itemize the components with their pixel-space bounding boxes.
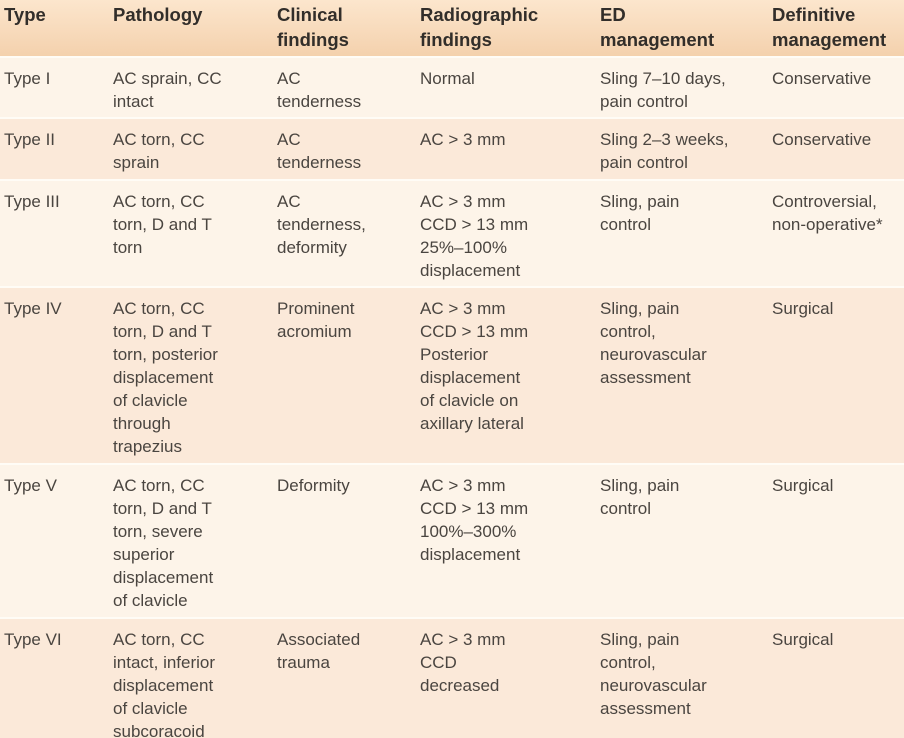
cell-ed-management: Sling 2–3 weeks, pain control xyxy=(596,117,768,180)
cell-definitive-management: Conservative xyxy=(768,56,904,118)
cell-definitive-management: Surgical xyxy=(768,286,904,464)
cell-definitive-management: Surgical xyxy=(768,463,904,618)
cell-radiographic-findings: AC > 3 mm CCD > 13 mm 100%–300% displace… xyxy=(416,463,596,618)
cell-radiographic-findings: AC > 3 mm CCD > 13 mm 25%–100% displacem… xyxy=(416,179,596,287)
column-header-definitive-management: Definitive management xyxy=(768,0,904,57)
cell-pathology: AC torn, CC torn, D and T torn xyxy=(109,179,273,287)
column-header-clinical-findings: Clinical findings xyxy=(273,0,416,57)
cell-type: Type VI xyxy=(0,617,109,738)
cell-radiographic-findings: AC > 3 mm CCD decreased xyxy=(416,617,596,738)
column-header-radiographic-findings: Radiographic findings xyxy=(416,0,596,57)
cell-ed-management: Sling, pain control, neurovascular asses… xyxy=(596,617,768,738)
cell-ed-management: Sling 7–10 days, pain control xyxy=(596,56,768,118)
cell-radiographic-findings: AC > 3 mm xyxy=(416,117,596,180)
column-header-ed-management: ED management xyxy=(596,0,768,57)
table-row-type-vi: Type VI AC torn, CC intact, inferior dis… xyxy=(0,617,904,738)
cell-pathology: AC torn, CC intact, inferior displacemen… xyxy=(109,617,273,738)
cell-clinical-findings: AC tenderness, deformity xyxy=(273,179,416,287)
cell-type: Type III xyxy=(0,179,109,287)
cell-pathology: AC torn, CC torn, D and T torn, posterio… xyxy=(109,286,273,464)
cell-clinical-findings: AC tenderness xyxy=(273,56,416,118)
cell-definitive-management: Surgical xyxy=(768,617,904,738)
cell-clinical-findings: AC tenderness xyxy=(273,117,416,180)
cell-radiographic-findings: AC > 3 mm CCD > 13 mm Posterior displace… xyxy=(416,286,596,464)
table-row-type-ii: Type II AC torn, CC sprain AC tenderness… xyxy=(0,117,904,180)
cell-radiographic-findings: Normal xyxy=(416,56,596,118)
cell-clinical-findings: Prominent acromium xyxy=(273,286,416,464)
cell-definitive-management: Controversial, non-operative* xyxy=(768,179,904,287)
table-row-type-iv: Type IV AC torn, CC torn, D and T torn, … xyxy=(0,286,904,464)
cell-ed-management: Sling, pain control xyxy=(596,179,768,287)
cell-type: Type V xyxy=(0,463,109,618)
column-header-pathology: Pathology xyxy=(109,0,273,57)
column-header-type: Type xyxy=(0,0,109,57)
cell-type: Type II xyxy=(0,117,109,180)
table-row-type-iii: Type III AC torn, CC torn, D and T torn … xyxy=(0,179,904,287)
cell-type: Type I xyxy=(0,56,109,118)
cell-type: Type IV xyxy=(0,286,109,464)
cell-definitive-management: Conservative xyxy=(768,117,904,180)
cell-pathology: AC sprain, CC intact xyxy=(109,56,273,118)
cell-clinical-findings: Deformity xyxy=(273,463,416,618)
cell-pathology: AC torn, CC torn, D and T torn, severe s… xyxy=(109,463,273,618)
cell-ed-management: Sling, pain control xyxy=(596,463,768,618)
cell-pathology: AC torn, CC sprain xyxy=(109,117,273,180)
cell-ed-management: Sling, pain control, neurovascular asses… xyxy=(596,286,768,464)
cell-clinical-findings: Associated trauma xyxy=(273,617,416,738)
header-row: Type Pathology Clinical findings Radiogr… xyxy=(0,0,904,57)
table-row-type-i: Type I AC sprain, CC intact AC tendernes… xyxy=(0,56,904,118)
table-row-type-v: Type V AC torn, CC torn, D and T torn, s… xyxy=(0,463,904,618)
